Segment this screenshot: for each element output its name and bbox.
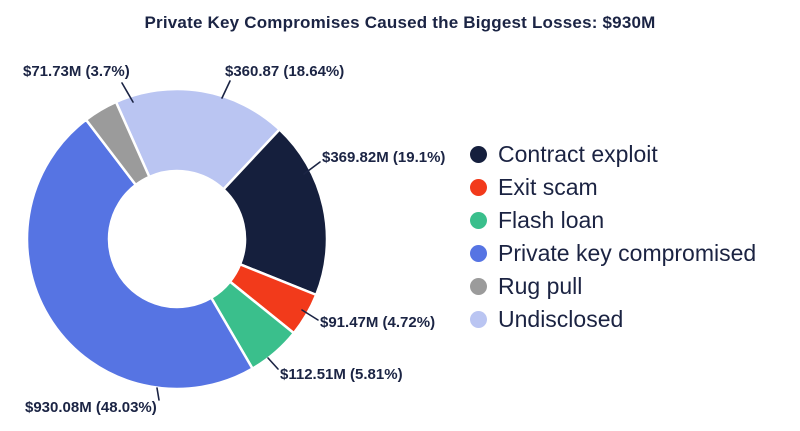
legend-label: Contract exploit <box>498 141 658 167</box>
legend-swatch-icon <box>470 278 487 295</box>
slice-callout-private-key: $930.08M (48.03%) <box>25 399 157 416</box>
legend-swatch-icon <box>470 311 487 328</box>
leader-line-contract-exploit <box>303 161 321 175</box>
legend-item-undisclosed: Undisclosed <box>470 303 756 336</box>
donut-slice-undisclosed <box>114 87 281 191</box>
donut-slice-private-key-compromised <box>25 118 254 391</box>
slice-callout-exit-scam: $91.47M (4.72%) <box>320 314 436 331</box>
slice-callout-flash-loan: $112.51M (5.81%) <box>280 366 403 383</box>
legend-item-flash-loan: Flash loan <box>470 204 756 237</box>
chart-title: Private Key Compromises Caused the Bigge… <box>144 13 656 32</box>
legend-item-exit-scam: Exit scam <box>470 171 756 204</box>
legend-label: Exit scam <box>498 174 598 200</box>
slice-callout-rug-pull: $71.73M (3.7%) <box>23 63 130 80</box>
slice-callout-undisclosed: $360.87 (18.64%) <box>225 63 345 80</box>
leader-line-undisclosed <box>221 80 231 99</box>
leader-line-private-key <box>156 387 160 401</box>
slice-callout-contract-exploit: $369.82M (19.1%) <box>322 149 446 166</box>
legend-label: Rug pull <box>498 273 583 299</box>
legend-swatch-icon <box>470 245 487 262</box>
legend-label: Flash loan <box>498 207 605 233</box>
legend-item-contract-exploit: Contract exploit <box>470 138 756 171</box>
leader-line-rug-pull <box>121 82 134 103</box>
legend-label: Private key compromised <box>498 240 757 266</box>
legend-swatch-icon <box>470 179 487 196</box>
legend-swatch-icon <box>470 146 487 163</box>
legend-item-rug-pull: Rug pull <box>470 270 756 303</box>
legend-item-private-key-compromised: Private key compromised <box>470 237 756 270</box>
donut-slices <box>25 87 329 391</box>
leader-line-exit-scam <box>301 309 319 321</box>
legend: Contract exploit Exit scam Flash loan Pr… <box>470 138 756 336</box>
donut-slice-rug-pull <box>84 100 151 187</box>
legend-swatch-icon <box>470 212 487 229</box>
leader-line-flash-loan <box>267 357 279 370</box>
legend-label: Undisclosed <box>498 306 624 332</box>
